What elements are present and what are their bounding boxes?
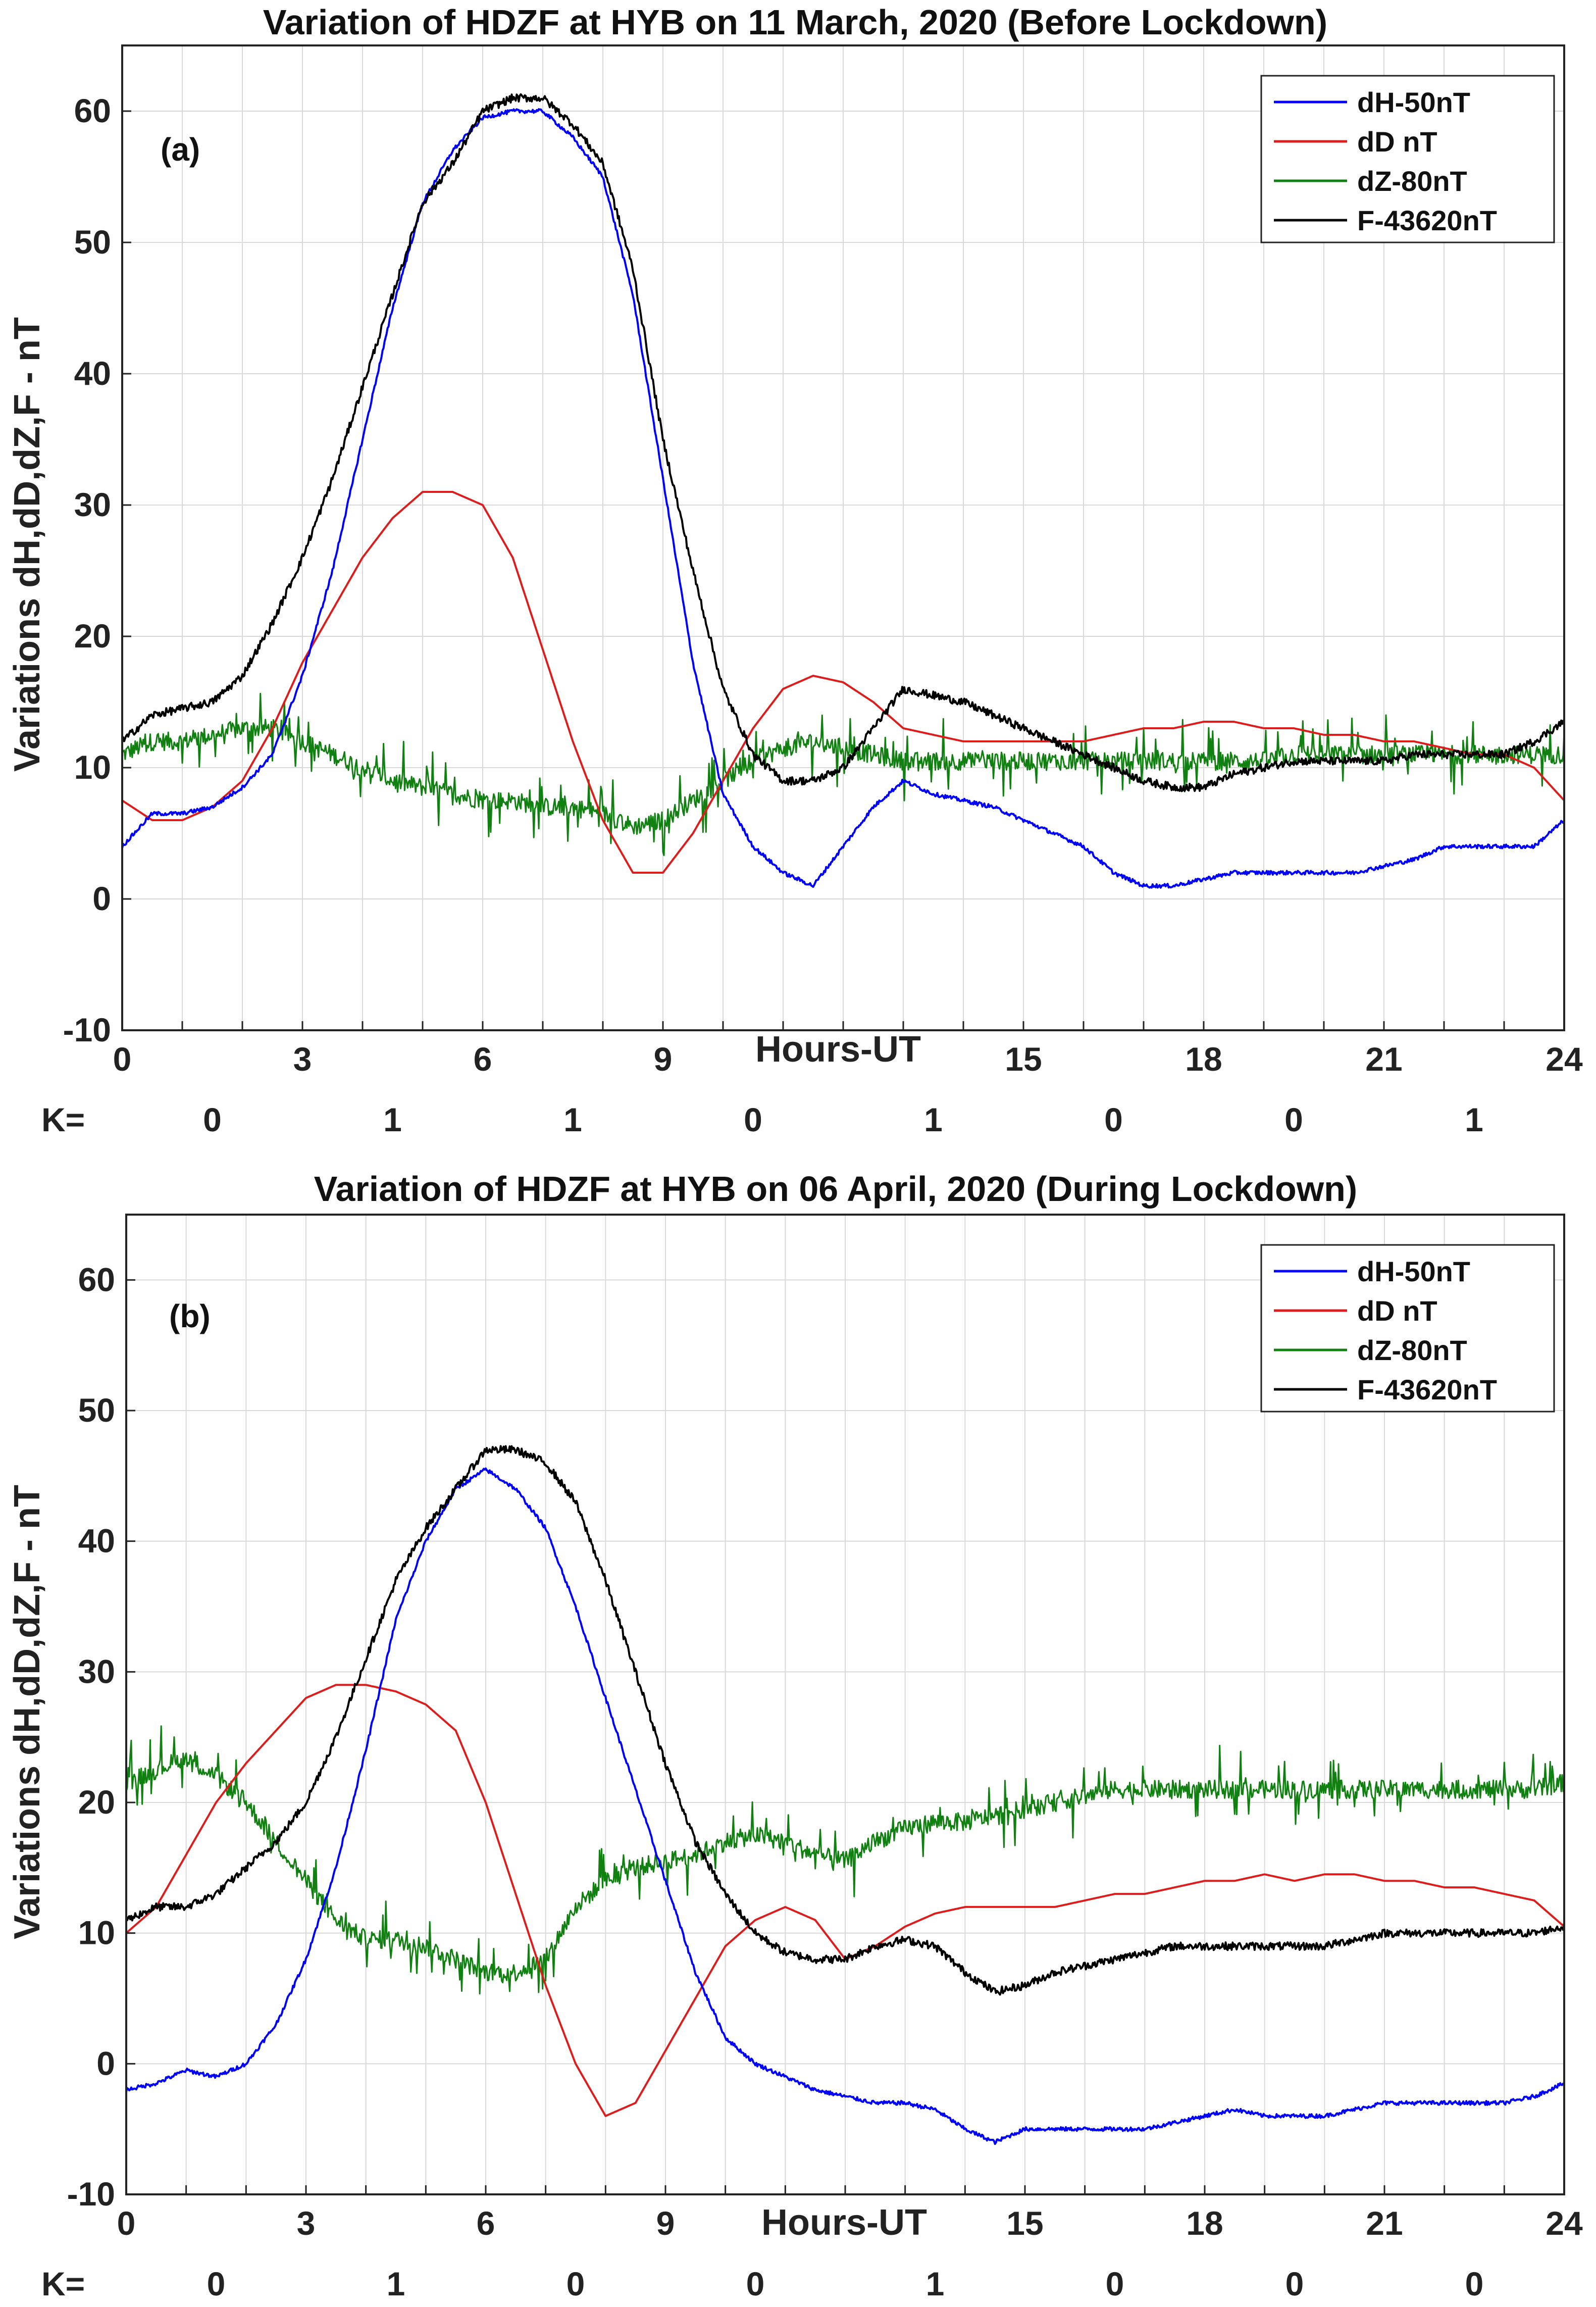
chart-title: Variation of HDZF at HYB on 06 April, 20… bbox=[314, 1169, 1358, 1209]
legend-entry: dD nT bbox=[1357, 1295, 1437, 1327]
legend-entry: dZ-80nT bbox=[1357, 165, 1467, 197]
legend-entry: F-43620nT bbox=[1357, 1374, 1497, 1406]
y-tick-label: 10 bbox=[78, 1914, 115, 1951]
k-value: 0 bbox=[207, 2265, 226, 2302]
legend-entry: dH-50nT bbox=[1357, 1256, 1470, 1287]
legend-entry: dD nT bbox=[1357, 126, 1437, 158]
y-tick-label: 40 bbox=[78, 1522, 115, 1560]
k-value: 0 bbox=[746, 2265, 765, 2302]
x-tick-label: 6 bbox=[474, 1040, 492, 1078]
k-index-label: K= bbox=[41, 1101, 85, 1138]
y-tick-label: -10 bbox=[63, 1011, 111, 1048]
k-value: 0 bbox=[744, 1101, 762, 1138]
x-tick-label: 21 bbox=[1366, 2204, 1403, 2242]
panel-label: (a) bbox=[161, 131, 200, 168]
y-axis-label: Variations dH,dD,dZ,F - nT bbox=[7, 1485, 47, 1939]
k-value: 1 bbox=[1465, 1101, 1483, 1138]
k-value: 1 bbox=[383, 1101, 402, 1138]
x-tick-label: 0 bbox=[117, 2204, 136, 2242]
k-value: 1 bbox=[924, 1101, 943, 1138]
legend-box bbox=[1260, 1244, 1555, 1413]
y-tick-label: 60 bbox=[78, 1261, 115, 1298]
x-axis-label: Hours-UT bbox=[761, 2202, 927, 2243]
x-tick-label: 3 bbox=[297, 2204, 316, 2242]
x-axis-label: Hours-UT bbox=[755, 1029, 921, 1070]
chart-title: Variation of HDZF at HYB on 11 March, 20… bbox=[263, 3, 1327, 42]
y-axis-label: Variations dH,dD,dZ,F - nT bbox=[7, 317, 47, 772]
k-value: 0 bbox=[1104, 1101, 1123, 1138]
series-line-dH-50nT bbox=[122, 108, 1564, 889]
y-tick-label: 0 bbox=[96, 2044, 115, 2082]
series-line-dZ-80nT bbox=[126, 1725, 1564, 1995]
legend: dH-50nT dD nT dZ-80nT F-43620nT bbox=[1260, 1244, 1555, 1413]
legend-box bbox=[1260, 75, 1555, 243]
x-tick-label: 9 bbox=[654, 1040, 673, 1078]
x-tick-label: 15 bbox=[1005, 1040, 1042, 1078]
k-value: 1 bbox=[926, 2265, 945, 2302]
y-tick-label: 0 bbox=[92, 880, 111, 917]
y-tick-label: 40 bbox=[74, 355, 111, 392]
series-line-F-43620nT bbox=[122, 93, 1564, 792]
k-value: 1 bbox=[387, 2265, 405, 2302]
x-tick-label: 18 bbox=[1185, 1040, 1222, 1078]
x-tick-label: 0 bbox=[113, 1040, 132, 1078]
k-value: 0 bbox=[567, 2265, 585, 2302]
chart-panel-a: Variation of HDZF at HYB on 11 March, 20… bbox=[7, 3, 1583, 1138]
series-line-dD nT bbox=[122, 491, 1564, 874]
legend-entry: F-43620nT bbox=[1357, 205, 1497, 236]
x-tick-label: 9 bbox=[656, 2204, 675, 2242]
x-tick-label: 21 bbox=[1365, 1040, 1402, 1078]
x-tick-label: 18 bbox=[1186, 2204, 1223, 2242]
y-tick-label: 30 bbox=[74, 486, 111, 523]
legend-entry: dH-50nT bbox=[1357, 86, 1470, 118]
y-tick-label: 60 bbox=[74, 92, 111, 129]
panel-label: (b) bbox=[169, 1298, 211, 1334]
k-value: 0 bbox=[1284, 1101, 1303, 1138]
k-index-label: K= bbox=[41, 2265, 85, 2302]
legend: dH-50nT dD nT dZ-80nT F-43620nT bbox=[1260, 75, 1555, 243]
y-tick-label: 20 bbox=[78, 1783, 115, 1821]
k-value: 0 bbox=[1285, 2265, 1304, 2302]
k-value: 0 bbox=[203, 1101, 222, 1138]
y-tick-label: 20 bbox=[74, 617, 111, 655]
x-tick-label: 24 bbox=[1546, 2204, 1583, 2242]
y-tick-label: 10 bbox=[74, 748, 111, 786]
y-tick-label: -10 bbox=[67, 2175, 115, 2213]
k-value: 0 bbox=[1106, 2265, 1124, 2302]
legend-entry: dZ-80nT bbox=[1357, 1334, 1467, 1366]
x-tick-label: 15 bbox=[1006, 2204, 1043, 2242]
k-value: 1 bbox=[563, 1101, 582, 1138]
y-tick-label: 50 bbox=[74, 223, 111, 261]
series-line-dH-50nT bbox=[126, 1467, 1564, 2145]
series-line-F-43620nT bbox=[126, 1445, 1564, 1996]
series-line-dZ-80nT bbox=[122, 692, 1564, 857]
y-tick-label: 30 bbox=[78, 1652, 115, 1690]
y-tick-label: 50 bbox=[78, 1391, 115, 1429]
chart-panel-b: Variation of HDZF at HYB on 06 April, 20… bbox=[7, 1169, 1583, 2302]
x-tick-label: 6 bbox=[477, 2204, 495, 2242]
x-tick-label: 3 bbox=[293, 1040, 312, 1078]
k-value: 0 bbox=[1465, 2265, 1484, 2302]
x-tick-label: 24 bbox=[1546, 1040, 1583, 1078]
